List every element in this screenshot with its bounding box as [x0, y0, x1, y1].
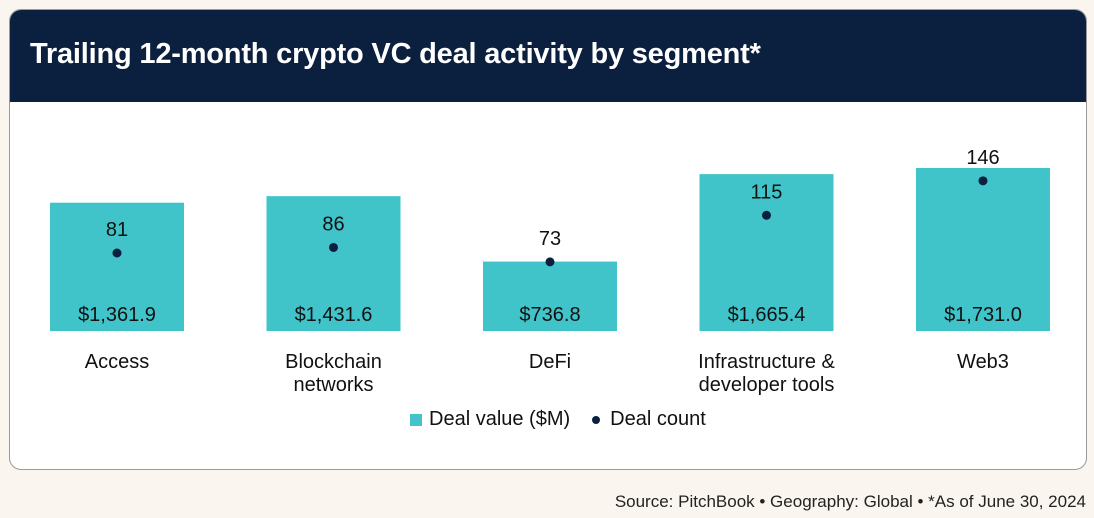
- legend-swatch-deal-value: [410, 413, 422, 426]
- source-note: Source: PitchBook • Geography: Global • …: [614, 492, 1086, 511]
- bar-value-label: $1,665.4: [728, 304, 806, 326]
- bar-deal-value: [266, 196, 401, 331]
- deal-count-label: 115: [751, 181, 783, 203]
- deal-count-label: 146: [966, 147, 999, 169]
- category-label: Access: [85, 351, 149, 373]
- bar-value-label: $736.8: [519, 304, 580, 326]
- legend-dot-deal-count: [592, 415, 601, 424]
- bar-deal-value: [699, 174, 834, 331]
- bar-value-label: $1,431.6: [295, 304, 373, 326]
- chart-plot: $1,361.9 81 Access $1,431.6 86 Blockchainnetw…: [50, 147, 1050, 396]
- chart-legend: Deal value ($M) Deal count: [410, 408, 728, 431]
- deal-count-label: 81: [106, 219, 128, 241]
- category-label: Blockchain: [285, 351, 382, 373]
- bar-deal-value: [483, 261, 617, 331]
- deal-count-label: 86: [322, 213, 344, 235]
- chart-card: Trailing 12-month crypto VC deal activit…: [9, 9, 1087, 470]
- deal-count-dot: [112, 248, 122, 258]
- bar-value-label: $1,361.9: [78, 304, 156, 326]
- legend-label-deal-count: Deal count: [610, 408, 706, 430]
- category-label: Infrastructure &: [698, 351, 835, 373]
- chart-header: Trailing 12-month crypto VC deal activit…: [10, 10, 1086, 102]
- category-label: DeFi: [529, 351, 571, 373]
- deal-count-dot: [545, 257, 555, 267]
- legend-label-deal-value: Deal value ($M): [429, 408, 571, 430]
- bar-value-label: $1,731.0: [944, 304, 1022, 326]
- legend-item-deal-count: Deal count: [592, 408, 706, 431]
- bar-deal-value: [916, 167, 1050, 331]
- category-label: networks: [293, 374, 373, 396]
- chart-title: Trailing 12-month crypto VC deal activit…: [30, 38, 761, 70]
- category-label: Web3: [957, 351, 1009, 373]
- deal-count-dot: [329, 242, 338, 252]
- deal-count-label: 73: [539, 228, 561, 250]
- category-label: developer tools: [699, 374, 835, 396]
- bar-deal-value: [50, 202, 184, 331]
- deal-count-dot: [762, 210, 771, 220]
- legend-item-deal-value: Deal value ($M): [410, 408, 570, 431]
- deal-count-dot: [978, 176, 988, 186]
